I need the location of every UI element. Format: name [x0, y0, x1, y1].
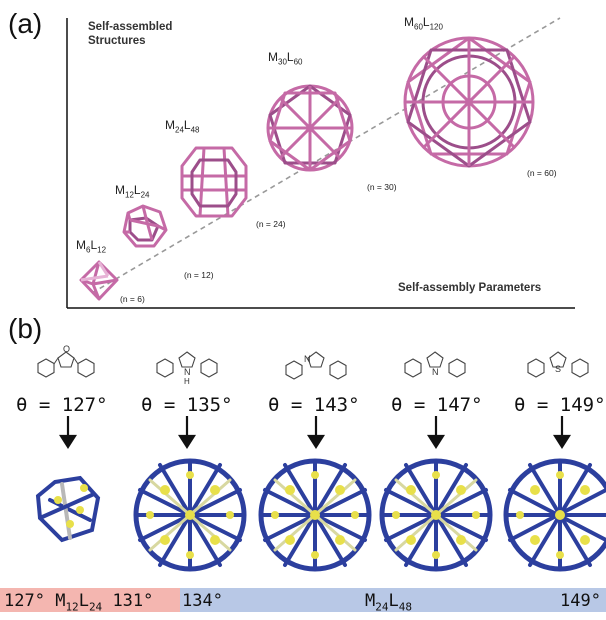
n-label-6: (n = 6): [120, 294, 145, 304]
svg-text:S: S: [555, 364, 561, 374]
angle-label-1: θ = 127°: [16, 394, 108, 416]
cage-m12l24: [122, 204, 168, 248]
bar-left-text: 127° M12L24 131°: [4, 591, 154, 614]
bar-right-formula: M24L48: [365, 591, 412, 614]
cage-m24l48: [180, 146, 248, 218]
formula-m30l60: M30L60: [268, 50, 303, 67]
formula-m60l120: M60L120: [404, 15, 443, 32]
svg-text:N: N: [304, 354, 311, 364]
bar-right-end: 149°: [560, 591, 601, 611]
angle-label-5: θ = 149°: [514, 394, 606, 416]
angle-label-4: θ = 147°: [391, 394, 483, 416]
angle-label-3: θ = 143°: [268, 394, 360, 416]
cage-m60l120: [403, 36, 535, 168]
bar-right-start: 134°: [182, 591, 223, 611]
svg-text:N: N: [432, 367, 439, 377]
formula-m6l12: M6L12: [76, 238, 107, 255]
arrows: [58, 416, 572, 450]
n-label-60: (n = 60): [527, 168, 557, 178]
mof-m24l48-1: [133, 458, 247, 572]
formula-m12l24: M12L24: [115, 183, 150, 200]
trend-line: [91, 17, 561, 294]
x-axis-label: Self-assembly Parameters: [398, 282, 542, 294]
n-label-24: (n = 24): [256, 219, 286, 229]
formula-m24l48: M24L48: [165, 118, 200, 135]
y-axis-label: Self-assembled Structures: [88, 21, 173, 47]
angle-label-2: θ = 135°: [141, 394, 233, 416]
cage-m30l60: [266, 84, 354, 172]
mof-m24l48-3: [379, 458, 493, 572]
ligand-n-pyrrole: N: [285, 351, 347, 380]
svg-text:O: O: [63, 344, 70, 354]
svg-text:N: N: [184, 367, 191, 377]
ligand-pyrrole: N H: [156, 351, 218, 386]
mof-m24l48-4: [503, 458, 606, 572]
ligand-thiophene: S: [527, 351, 589, 378]
bar-right: [180, 588, 606, 612]
panel-b-label: (b): [8, 313, 43, 344]
n-label-30: (n = 30): [367, 182, 397, 192]
ligand-furan: O: [37, 344, 95, 378]
bar-left: [0, 588, 180, 612]
n-label-12: (n = 12): [184, 270, 214, 280]
ligand-methyl-pyrrole: N: [404, 351, 466, 378]
mof-m24l48-2: [258, 458, 372, 572]
panel-a-label: (a): [8, 8, 43, 39]
svg-text:H: H: [184, 377, 190, 386]
cage-m6l12: [79, 260, 119, 301]
mof-m12l24: [35, 475, 101, 543]
